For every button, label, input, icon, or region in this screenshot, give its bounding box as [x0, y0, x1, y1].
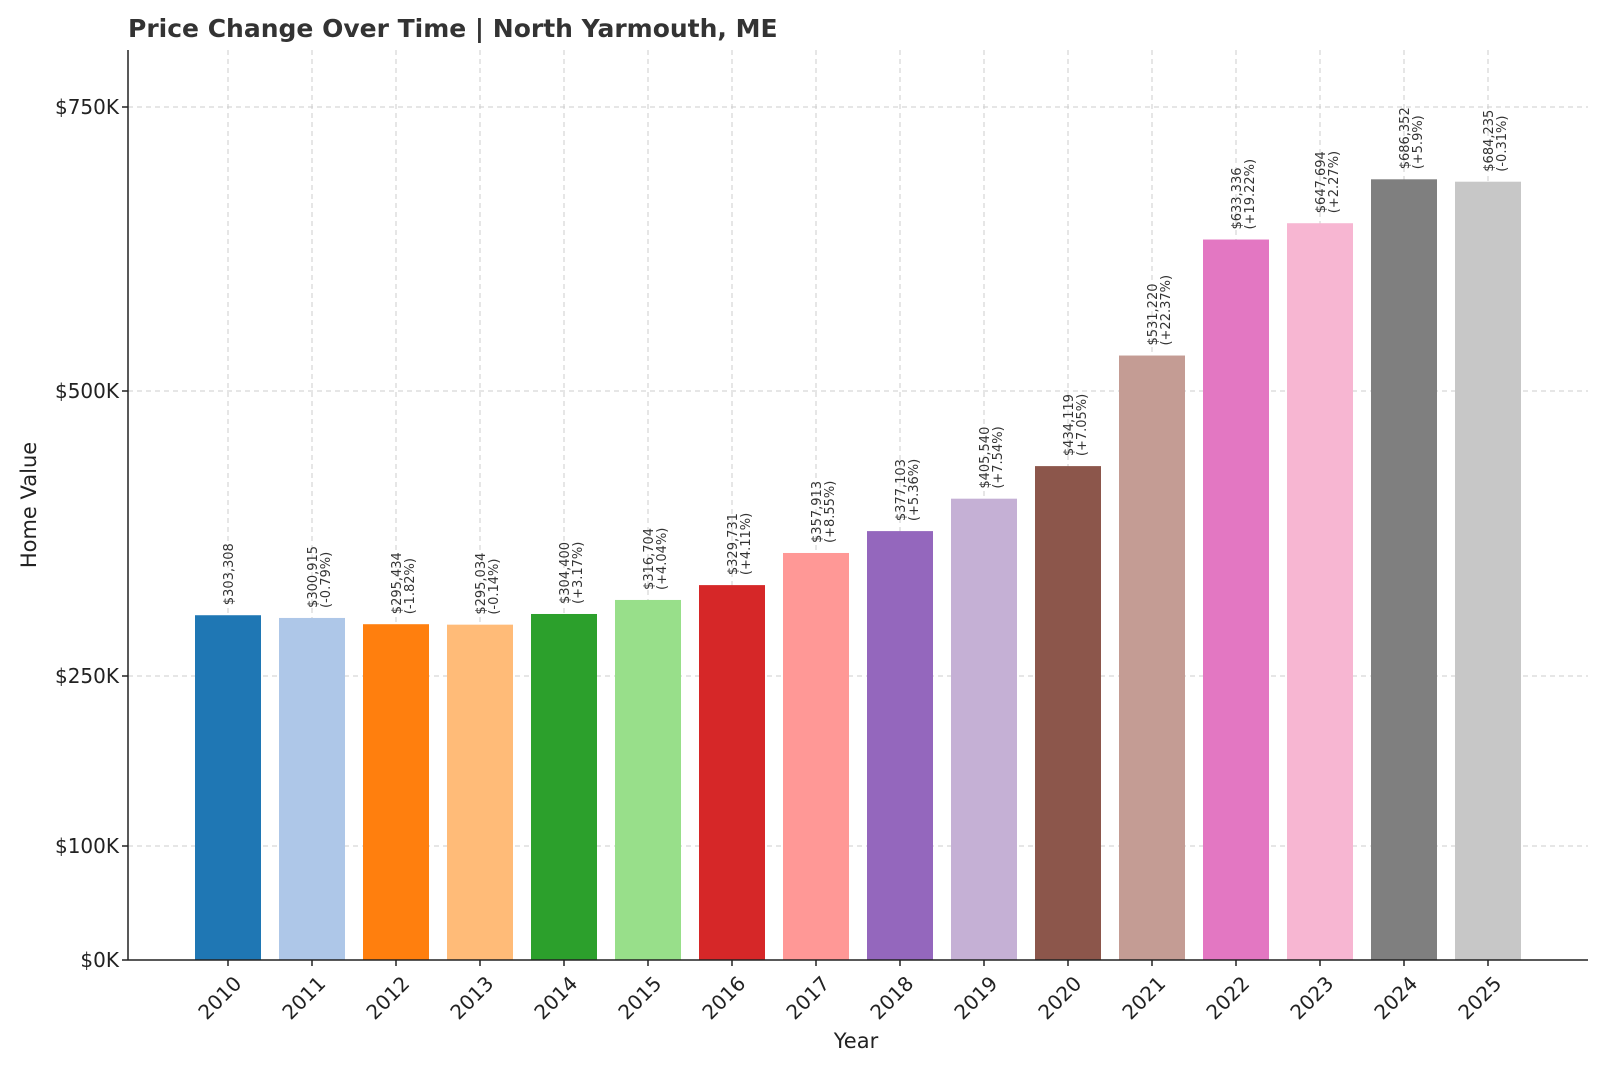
bar-2016 [699, 585, 765, 960]
bar-2025 [1455, 181, 1521, 960]
x-tick-label: 2018 [865, 971, 918, 1024]
y-tick-label: $100K [55, 834, 120, 858]
data-label-2013: $295,034(-0.14%) [474, 553, 502, 615]
x-tick-label: 2025 [1453, 971, 1506, 1024]
bar-2024 [1371, 179, 1437, 960]
data-label-2011: $300,915(-0.79%) [306, 546, 334, 608]
bar-2020 [1035, 466, 1101, 960]
data-label-2020: $434,119(+7.05%) [1062, 394, 1090, 456]
x-tick-label: 2017 [781, 971, 834, 1024]
x-tick-label: 2011 [277, 971, 330, 1024]
data-label-2024: $686,352(+5.9%) [1398, 107, 1426, 169]
data-label-2010: $303,308 [222, 543, 237, 605]
x-tick-label: 2021 [1117, 971, 1170, 1024]
data-label-2022: $633,336(+19.22%) [1230, 159, 1258, 230]
data-label-2018: $377,103(+5.36%) [894, 459, 922, 521]
data-label-2016: $329,731(+4.11%) [726, 513, 754, 575]
data-label-2019: $405,540(+7.54%) [978, 426, 1006, 488]
bar-2010 [195, 615, 261, 960]
data-label-2012: $295,434(-1.82%) [390, 552, 418, 614]
bars [195, 179, 1521, 961]
y-tick-label: $750K [55, 95, 120, 119]
x-tick-label: 2023 [1285, 971, 1338, 1024]
y-tick-label: $0K [80, 948, 119, 972]
data-label-2021: $531,220(+22.37%) [1146, 275, 1174, 346]
data-label-2025: $684,235(-0.31%) [1482, 110, 1510, 172]
x-tick-label: 2013 [445, 971, 498, 1024]
bar-2017 [783, 552, 849, 960]
y-axis-title: Home Value [17, 442, 41, 568]
x-tick-label: 2019 [949, 971, 1002, 1024]
bar-2012 [363, 624, 429, 960]
bar-2021 [1119, 355, 1185, 961]
y-tick-label: $500K [55, 379, 120, 403]
y-tick-label: $250K [55, 664, 120, 688]
x-tick-label: 2016 [697, 971, 750, 1024]
bar-2013 [447, 624, 513, 960]
grid-lines [128, 50, 1588, 960]
data-labels: $303,308 $300,915(-0.79%) $295,434(-1.82%)… [222, 107, 1510, 614]
x-tick-label: 2022 [1201, 971, 1254, 1024]
x-tick-label: 2024 [1369, 971, 1422, 1024]
data-label-2014: $304,400(+3.17%) [558, 542, 586, 604]
chart-title: Price Change Over Time | North Yarmouth,… [128, 14, 778, 43]
bar-2023 [1287, 223, 1353, 961]
bar-2014 [531, 613, 597, 960]
bar-2011 [279, 617, 345, 960]
data-label-2023: $647,694(+2.27%) [1314, 151, 1342, 213]
data-label-2017: $357,913(+8.55%) [810, 481, 838, 543]
x-tick-label: 2020 [1033, 971, 1086, 1024]
data-label-2015: $316,704(+4.04%) [642, 528, 670, 590]
x-axis-title: Year [833, 1029, 879, 1053]
x-tick-label: 2012 [361, 971, 414, 1024]
bar-2022 [1203, 239, 1269, 961]
x-tick-label: 2014 [529, 971, 582, 1024]
x-tick-label: 2010 [193, 971, 246, 1024]
x-tick-label: 2015 [613, 971, 666, 1024]
bar-2015 [615, 599, 681, 960]
bar-2018 [867, 531, 933, 960]
bar-2019 [951, 498, 1017, 960]
